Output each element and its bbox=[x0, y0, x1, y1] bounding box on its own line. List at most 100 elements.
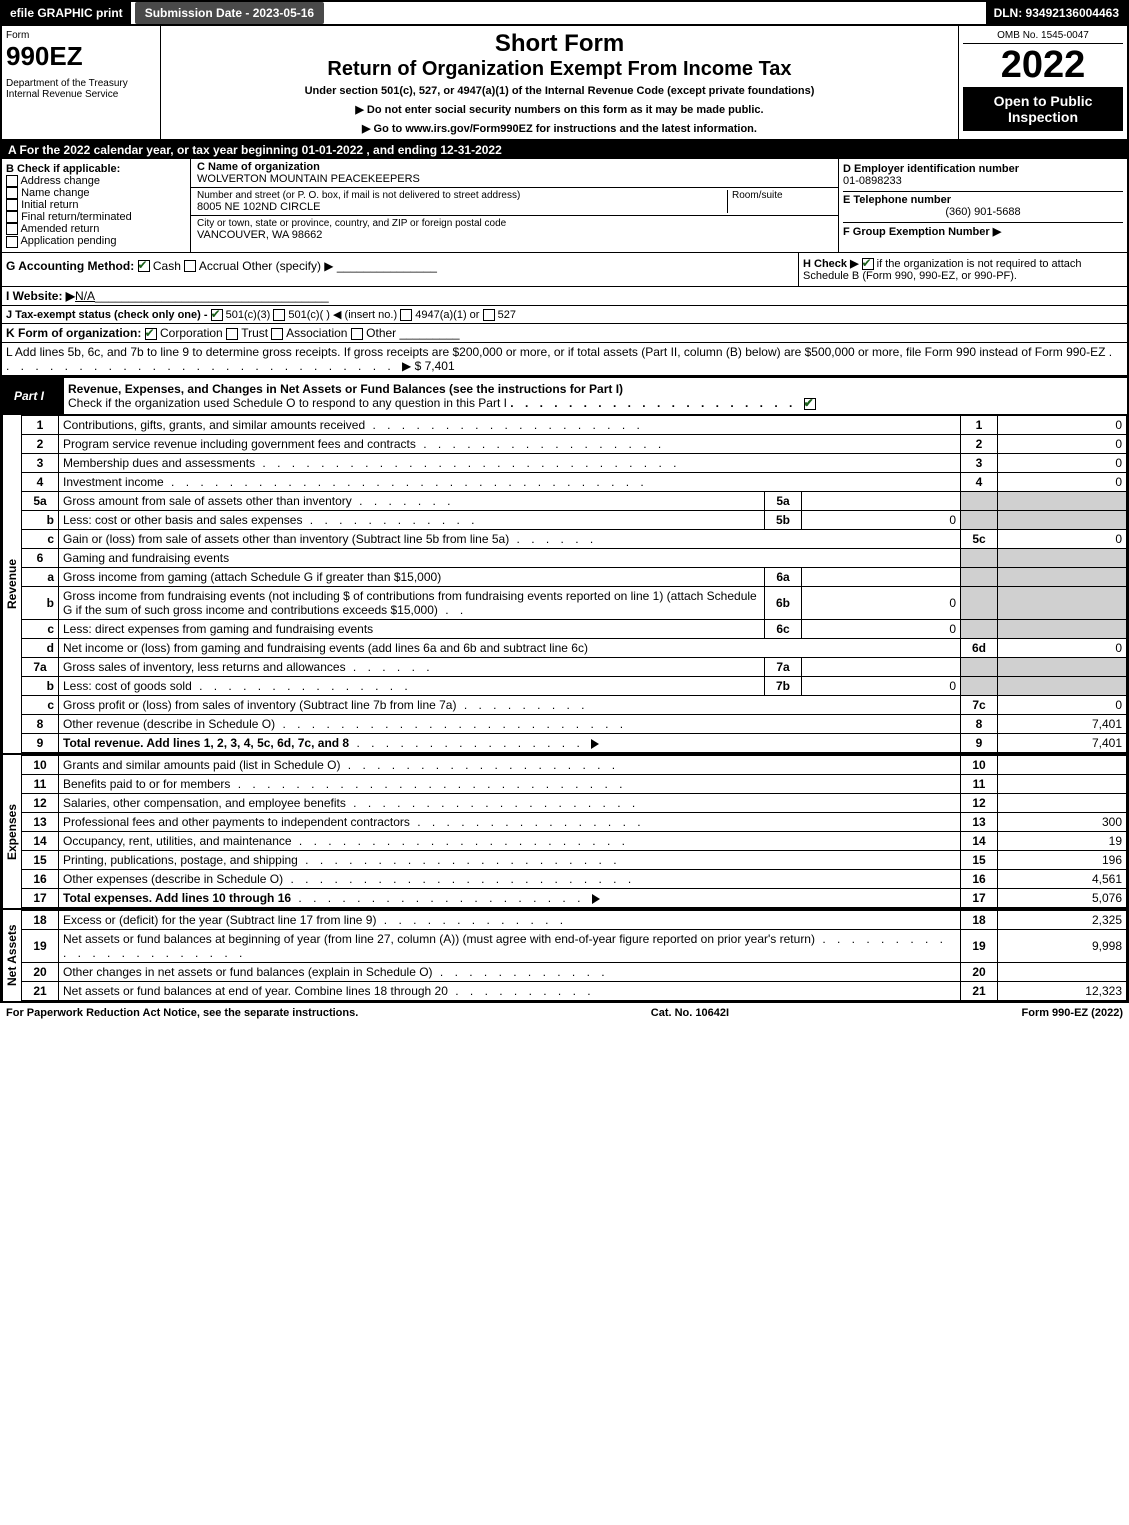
b-item-1: Name change bbox=[21, 187, 90, 199]
j-c: 4947(a)(1) or bbox=[415, 309, 479, 321]
l7b-desc: Less: cost of goods sold bbox=[63, 679, 192, 693]
k-corp: Corporation bbox=[160, 326, 223, 340]
net-assets-table: 18 Excess or (deficit) for the year (Subt… bbox=[21, 910, 1127, 1001]
l1-val: 0 bbox=[998, 415, 1127, 434]
l2-val: 0 bbox=[998, 434, 1127, 453]
l5b-desc: Less: cost or other basis and sales expe… bbox=[63, 513, 302, 527]
l5c-val: 0 bbox=[998, 529, 1127, 548]
g-accrual: Accrual bbox=[199, 259, 239, 273]
f-label: F Group Exemption Number ▶ bbox=[843, 222, 1123, 238]
l11-num: 11 bbox=[961, 774, 998, 793]
cb-cash[interactable] bbox=[138, 260, 150, 272]
l6c-mid: 6c bbox=[765, 619, 802, 638]
cb-501c[interactable] bbox=[273, 309, 285, 321]
l15-val: 196 bbox=[998, 850, 1127, 869]
l6d-desc: Net income or (loss) from gaming and fun… bbox=[63, 641, 588, 655]
l18-desc: Excess or (deficit) for the year (Subtra… bbox=[63, 913, 376, 927]
l21-num: 21 bbox=[961, 981, 998, 1000]
cb-527[interactable] bbox=[483, 309, 495, 321]
b-item-4: Amended return bbox=[20, 223, 99, 235]
cb-trust[interactable] bbox=[226, 328, 238, 340]
cb-schedule-o[interactable] bbox=[804, 398, 816, 410]
l14-desc: Occupancy, rent, utilities, and maintena… bbox=[63, 834, 292, 848]
b-item-0: Address change bbox=[20, 175, 100, 187]
cb-assoc[interactable] bbox=[271, 328, 283, 340]
l6a-mid: 6a bbox=[765, 567, 802, 586]
l16-num: 16 bbox=[961, 869, 998, 888]
l10-num: 10 bbox=[961, 755, 998, 774]
org-name: WOLVERTON MOUNTAIN PEACEKEEPERS bbox=[197, 173, 832, 185]
l17-val: 5,076 bbox=[998, 888, 1127, 907]
l6d-num: 6d bbox=[961, 638, 998, 657]
l16-val: 4,561 bbox=[998, 869, 1127, 888]
l8-val: 7,401 bbox=[998, 714, 1127, 733]
b-item-2: Initial return bbox=[21, 199, 78, 211]
cb-address-change[interactable] bbox=[6, 175, 18, 187]
side-revenue: Revenue bbox=[2, 415, 21, 753]
l7c-desc: Gross profit or (loss) from sales of inv… bbox=[63, 698, 456, 712]
l6a-desc: Gross income from gaming (attach Schedul… bbox=[63, 570, 441, 584]
g-label: G Accounting Method: bbox=[6, 259, 134, 273]
l3-num: 3 bbox=[961, 453, 998, 472]
block-b: B Check if applicable: Address change Na… bbox=[2, 159, 191, 252]
l21-desc: Net assets or fund balances at end of ye… bbox=[63, 984, 448, 998]
subtitle: Under section 501(c), 527, or 4947(a)(1)… bbox=[169, 85, 950, 97]
part-1-header: Part I Revenue, Expenses, and Changes in… bbox=[2, 377, 1127, 415]
l20-num: 20 bbox=[961, 962, 998, 981]
l17-num: 17 bbox=[961, 888, 998, 907]
cb-pending[interactable] bbox=[6, 236, 18, 248]
j-a: 501(c)(3) bbox=[226, 309, 271, 321]
cb-amended[interactable] bbox=[6, 223, 18, 235]
l8-num: 8 bbox=[961, 714, 998, 733]
phone: (360) 901-5688 bbox=[843, 206, 1123, 218]
l13-num: 13 bbox=[961, 812, 998, 831]
l7b-midval: 0 bbox=[802, 676, 961, 695]
l18-val: 2,325 bbox=[998, 910, 1127, 929]
cb-initial-return[interactable] bbox=[6, 199, 18, 211]
k-assoc: Association bbox=[286, 326, 347, 340]
l9-num: 9 bbox=[961, 733, 998, 752]
l21-val: 12,323 bbox=[998, 981, 1127, 1000]
l5c-num: 5c bbox=[961, 529, 998, 548]
cb-final-return[interactable] bbox=[6, 211, 18, 223]
dots: . . . . . . . . . . . . . . . . . . . . bbox=[510, 396, 803, 410]
tax-year: 2022 bbox=[963, 44, 1123, 87]
cb-other[interactable] bbox=[351, 328, 363, 340]
cb-4947[interactable] bbox=[400, 309, 412, 321]
l5c-desc: Gain or (loss) from sale of assets other… bbox=[63, 532, 509, 546]
l20-desc: Other changes in net assets or fund bala… bbox=[63, 965, 433, 979]
g-cash: Cash bbox=[153, 259, 181, 273]
cb-501c3[interactable] bbox=[211, 309, 223, 321]
l7a-desc: Gross sales of inventory, less returns a… bbox=[63, 660, 346, 674]
cb-corp[interactable] bbox=[145, 328, 157, 340]
l6d-val: 0 bbox=[998, 638, 1127, 657]
form-word: Form bbox=[6, 30, 156, 41]
l7c-val: 0 bbox=[998, 695, 1127, 714]
footer-cat: Cat. No. 10642I bbox=[651, 1007, 729, 1019]
l4-desc: Investment income bbox=[63, 475, 164, 489]
cb-h[interactable] bbox=[862, 258, 874, 270]
part-1-check: Check if the organization used Schedule … bbox=[68, 396, 507, 410]
c-addr-label: Number and street (or P. O. box, if mail… bbox=[197, 190, 727, 201]
l7b-mid: 7b bbox=[765, 676, 802, 695]
l14-num: 14 bbox=[961, 831, 998, 850]
b-item-3: Final return/terminated bbox=[21, 211, 132, 223]
side-expenses: Expenses bbox=[2, 755, 21, 908]
warning-ssn: ▶ Do not enter social security numbers o… bbox=[169, 103, 950, 116]
arrow-icon bbox=[591, 739, 599, 749]
k-other: Other bbox=[366, 326, 396, 340]
row-a-tax-year: A For the 2022 calendar year, or tax yea… bbox=[2, 141, 1127, 159]
l-text: L Add lines 5b, 6c, and 7b to line 9 to … bbox=[6, 345, 1105, 359]
l17-desc: Total expenses. Add lines 10 through 16 bbox=[63, 891, 291, 905]
j-b: 501(c)( ) ◀ (insert no.) bbox=[288, 309, 397, 321]
l13-val: 300 bbox=[998, 812, 1127, 831]
l3-desc: Membership dues and assessments bbox=[63, 456, 255, 470]
efile-print[interactable]: efile GRAPHIC print bbox=[2, 2, 131, 24]
l13-desc: Professional fees and other payments to … bbox=[63, 815, 410, 829]
l6c-midval: 0 bbox=[802, 619, 961, 638]
short-form-title: Short Form bbox=[169, 30, 950, 58]
l18-num: 18 bbox=[961, 910, 998, 929]
cb-accrual[interactable] bbox=[184, 260, 196, 272]
side-net-assets: Net Assets bbox=[2, 910, 21, 1001]
cb-name-change[interactable] bbox=[6, 187, 18, 199]
